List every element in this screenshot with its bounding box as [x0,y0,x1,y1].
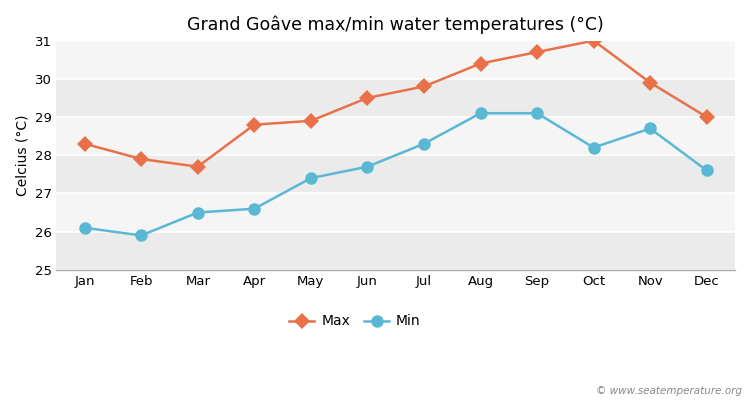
Bar [56,155,735,194]
Legend: Max, Min: Max, Min [284,309,426,334]
Max [476,61,485,66]
Line: Max: Max [80,35,712,172]
Text: © www.seatemperature.org: © www.seatemperature.org [596,386,742,396]
Line: Min: Min [79,107,713,242]
Bar [56,232,735,270]
Max [702,115,711,120]
Min [419,141,428,146]
Max [590,38,598,43]
Max [136,157,146,162]
Min [646,126,655,131]
Max [250,122,259,127]
Min [532,111,542,116]
Max [532,50,542,54]
Title: Grand Goâve max/min water temperatures (°C): Grand Goâve max/min water temperatures (… [188,15,604,34]
Max [363,96,372,100]
Max [307,118,316,123]
Min [590,145,598,150]
Y-axis label: Celcius (°C): Celcius (°C) [15,114,29,196]
Max [419,84,428,89]
Bar [56,41,735,79]
Max [646,80,655,85]
Max [194,164,202,169]
Min [702,168,711,173]
Bar [56,194,735,232]
Min [194,210,202,215]
Min [250,206,259,211]
Min [476,111,485,116]
Min [136,233,146,238]
Min [363,164,372,169]
Min [307,176,316,180]
Min [80,226,89,230]
Max [80,141,89,146]
Bar [56,117,735,155]
Bar [56,79,735,117]
